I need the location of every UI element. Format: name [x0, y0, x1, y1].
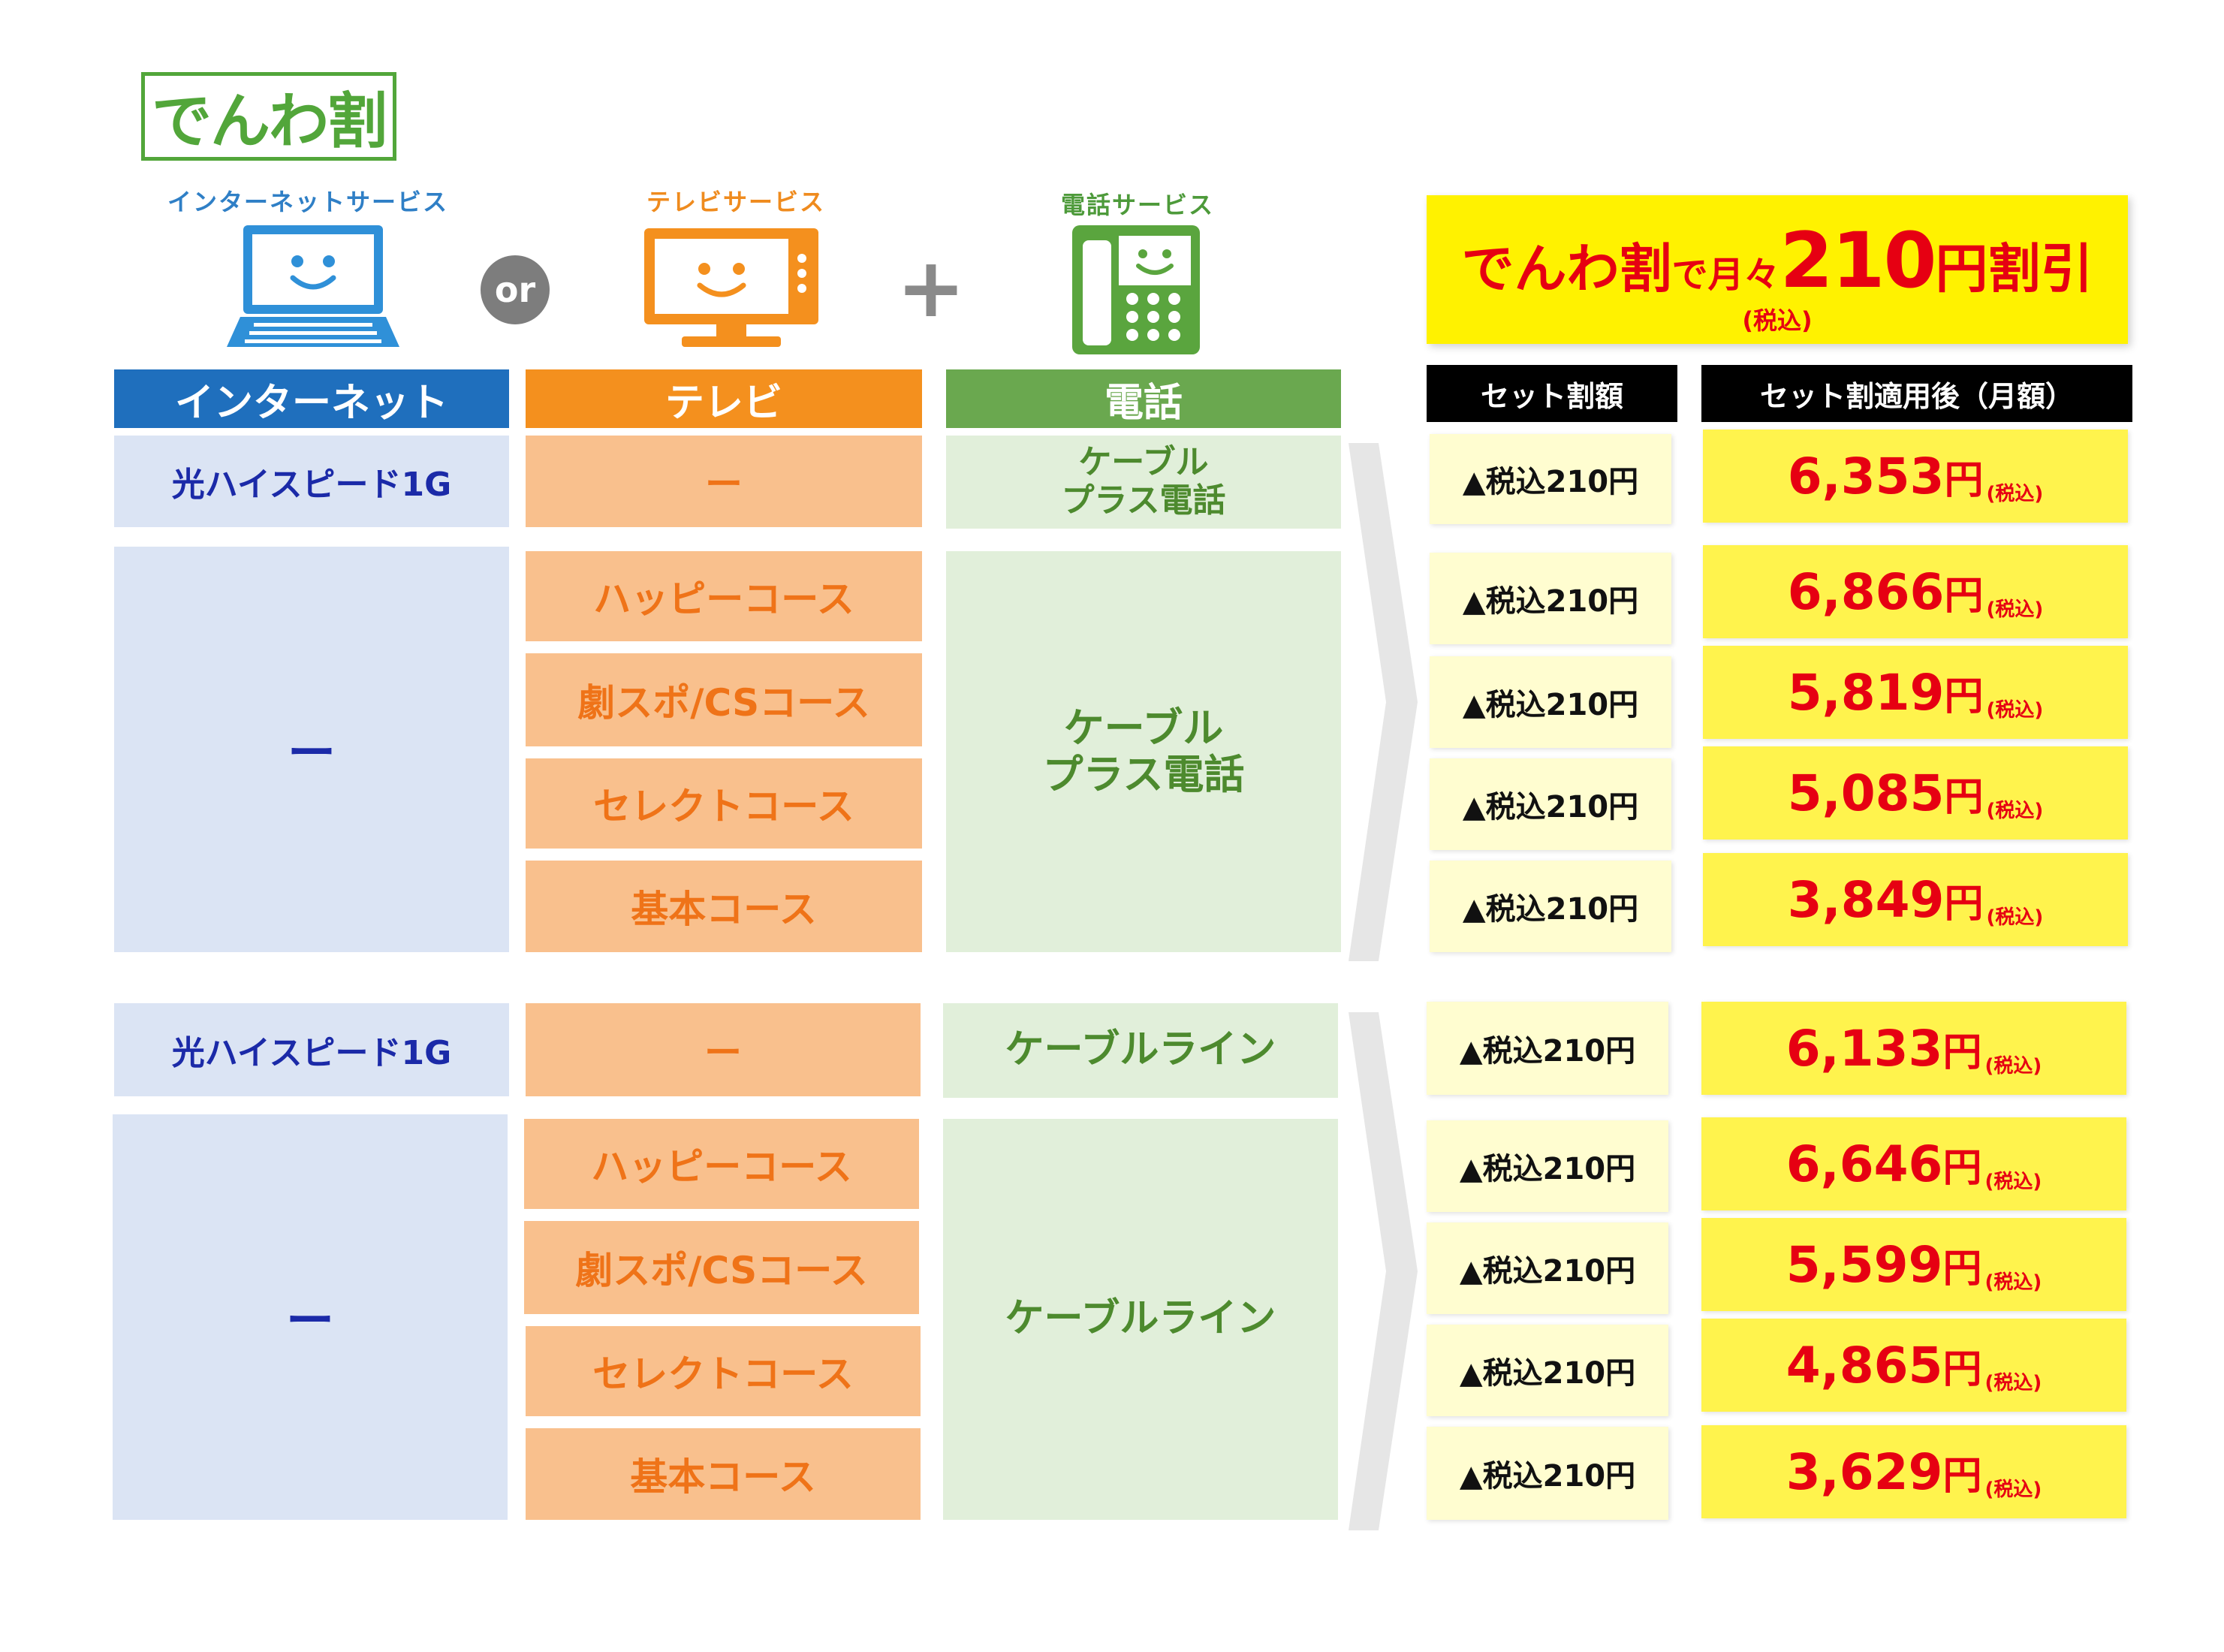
promo-amount: 210 — [1780, 216, 1937, 306]
header-tv: テレビ — [526, 369, 922, 428]
promo-part1: でんわ割 — [1461, 238, 1672, 300]
price-value: 5,085 — [1787, 764, 1945, 822]
header-set-discount: セット割額 — [1427, 365, 1677, 422]
group2-tv-happy: ハッピーコース — [524, 1119, 919, 1209]
group2-price-4: 4,865 円 (税込) — [1701, 1319, 2126, 1412]
promo-tax-note: (税込) — [1742, 306, 1813, 335]
laptop-icon — [227, 225, 399, 347]
group2-tv-gekispo: 劇スポ/CSコース — [524, 1221, 919, 1314]
price-tax: (税込) — [1986, 800, 2044, 822]
group1-tv-basic: 基本コース — [526, 861, 922, 952]
header-internet: インターネット — [114, 369, 509, 428]
price-unit: 円 — [1942, 1246, 1982, 1292]
price-value: 6,353 — [1787, 447, 1945, 505]
group2-tv-cell: ー — [526, 1003, 921, 1096]
group1-discount-2: ▲税込210円 — [1430, 553, 1671, 644]
group1-price-4: 5,085 円 (税込) — [1703, 746, 2128, 840]
group2-price-2: 6,646 円 (税込) — [1701, 1117, 2126, 1210]
group1-tv-gekispo: 劇スポ/CSコース — [526, 653, 922, 746]
group2-phone-cell: ケーブルライン — [943, 1003, 1338, 1098]
price-value: 4,865 — [1786, 1336, 1943, 1394]
group2-tv-select: セレクトコース — [526, 1326, 921, 1416]
price-unit: 円 — [1944, 881, 1984, 927]
group2-internet-cell: 光ハイスピード1G — [114, 1003, 509, 1096]
group1-discount-3: ▲税込210円 — [1430, 656, 1671, 748]
price-value: 3,629 — [1786, 1442, 1943, 1501]
or-badge: or — [481, 255, 550, 324]
price-tax: (税込) — [1984, 1171, 2042, 1193]
price-unit: 円 — [1942, 1453, 1982, 1499]
price-value: 6,133 — [1786, 1019, 1943, 1078]
group2-internet-none: ー — [113, 1114, 508, 1520]
price-unit: 円 — [1942, 1029, 1982, 1075]
group1-price-3: 5,819 円 (税込) — [1703, 646, 2128, 739]
group2-price-1: 6,133 円 (税込) — [1701, 1002, 2126, 1095]
promo-banner: でんわ割で月々210円割引 (税込) — [1427, 195, 2128, 344]
internet-service-caption: インターネットサービス — [167, 188, 448, 216]
price-unit: 円 — [1942, 1346, 1982, 1392]
group1-discount-5: ▲税込210円 — [1430, 861, 1671, 952]
price-tax: (税込) — [1984, 1479, 2042, 1501]
group1-price-1: 6,353 円 (税込) — [1703, 430, 2128, 523]
price-tax: (税込) — [1984, 1271, 2042, 1294]
arrow-chevron-group1 — [1349, 443, 1418, 961]
group1-discount-4: ▲税込210円 — [1430, 758, 1671, 850]
price-value: 3,849 — [1787, 870, 1945, 929]
group1-tv-select: セレクトコース — [526, 758, 922, 849]
price-unit: 円 — [1944, 674, 1984, 719]
arrow-chevron-group2 — [1349, 1012, 1418, 1530]
promo-part2: で月々 — [1671, 254, 1780, 296]
promo-part3: 円割引 — [1935, 238, 2093, 300]
price-tax: (税込) — [1986, 483, 2044, 505]
denwawari-logo: でんわ割 — [141, 72, 396, 161]
group1-phone-cell: ケーブル プラス電話 — [946, 436, 1341, 529]
group1-tv-happy: ハッピーコース — [526, 551, 922, 641]
price-unit: 円 — [1942, 1145, 1982, 1191]
group1-internet-cell: 光ハイスピード1G — [114, 436, 509, 527]
phone-service-caption: 電話サービス — [1060, 191, 1214, 219]
price-tax: (税込) — [1984, 1055, 2042, 1078]
price-value: 6,866 — [1787, 562, 1945, 621]
group2-price-5: 3,629 円 (税込) — [1701, 1425, 2126, 1518]
group2-discount-4: ▲税込210円 — [1427, 1325, 1668, 1416]
price-unit: 円 — [1944, 457, 1984, 503]
price-unit: 円 — [1944, 774, 1984, 820]
price-value: 6,646 — [1786, 1135, 1943, 1193]
group2-phone-merged: ケーブルライン — [943, 1119, 1338, 1520]
group1-tv-cell: ー — [526, 436, 922, 527]
phone-icon — [1072, 225, 1200, 354]
group2-discount-1: ▲税込210円 — [1427, 1002, 1668, 1095]
price-unit: 円 — [1944, 573, 1984, 619]
group2-discount-2: ▲税込210円 — [1427, 1120, 1668, 1212]
price-tax: (税込) — [1986, 906, 2044, 929]
price-value: 5,819 — [1787, 663, 1945, 722]
header-after-discount: セット割適用後（月額） — [1701, 365, 2132, 422]
plus-sign: + — [896, 240, 966, 336]
group1-discount-1: ▲税込210円 — [1430, 434, 1671, 524]
price-tax: (税込) — [1984, 1372, 2042, 1394]
tv-service-caption: テレビサービス — [646, 188, 825, 216]
price-tax: (税込) — [1986, 598, 2044, 621]
price-value: 5,599 — [1786, 1235, 1943, 1294]
group1-phone-merged: ケーブル プラス電話 — [946, 551, 1341, 952]
group1-internet-none: ー — [114, 547, 509, 952]
group1-price-2: 6,866 円 (税込) — [1703, 545, 2128, 638]
header-phone: 電話 — [946, 369, 1341, 428]
group2-tv-basic: 基本コース — [526, 1428, 921, 1520]
group2-discount-5: ▲税込210円 — [1427, 1427, 1668, 1520]
group1-price-5: 3,849 円 (税込) — [1703, 853, 2128, 946]
group2-price-3: 5,599 円 (税込) — [1701, 1218, 2126, 1311]
promo-headline: でんわ割で月々210円割引 — [1427, 216, 2128, 306]
group2-discount-3: ▲税込210円 — [1427, 1222, 1668, 1314]
price-tax: (税込) — [1986, 699, 2044, 722]
tv-icon — [644, 228, 818, 347]
